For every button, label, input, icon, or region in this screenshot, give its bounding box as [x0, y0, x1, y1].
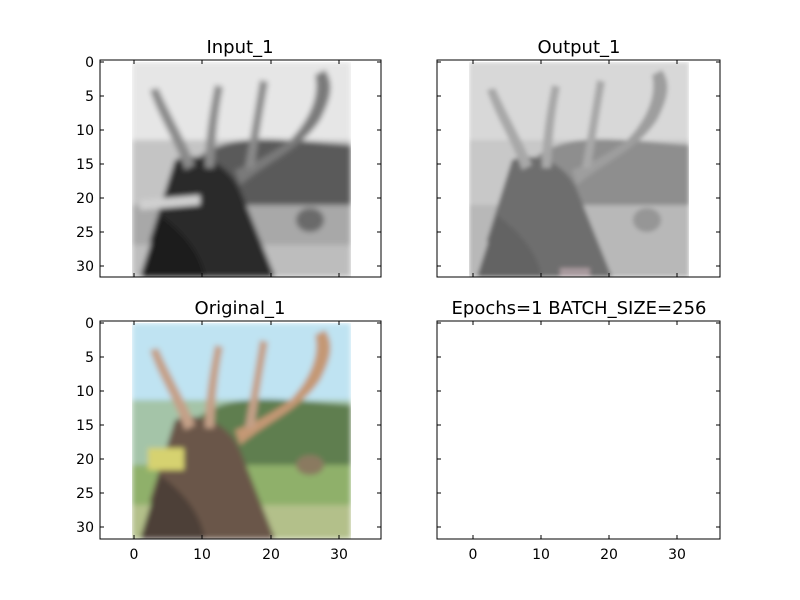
x-tick-label: 10: [532, 547, 550, 563]
x-tick-label: 0: [469, 547, 478, 563]
subplot-title: Output_1: [538, 37, 621, 58]
axes-frame: [99, 320, 382, 540]
deer-image-grayscale: [132, 62, 351, 277]
y-tick-label: 20: [76, 452, 94, 468]
subplot-input: 0 5 10 15 20 25 30 Input_1: [76, 37, 382, 278]
y-tick-label: 5: [85, 350, 94, 366]
axes-frame: [436, 320, 721, 540]
y-ticks: [100, 61, 381, 267]
x-ticks: [133, 321, 340, 539]
x-tick-label: 10: [193, 547, 211, 563]
y-tick-label: 30: [76, 520, 94, 536]
deer-image-output: [469, 62, 689, 277]
x-ticks: [472, 321, 678, 539]
y-tick-label: 15: [76, 418, 94, 434]
y-tick-label: 25: [76, 486, 94, 502]
y-tick-label: 0: [85, 316, 94, 332]
y-tick-label: 20: [76, 191, 94, 207]
x-tick-label: 30: [668, 547, 686, 563]
deer-image-color: [132, 323, 351, 539]
subplot-title: Original_1: [195, 298, 286, 319]
y-ticks: [437, 322, 720, 528]
y-tick-labels: 0 5 10 15 20 25 30: [76, 55, 94, 275]
y-tick-label: 5: [85, 89, 94, 105]
y-tick-label: 30: [76, 259, 94, 275]
axes-frame: [99, 59, 382, 278]
subplot-title: Input_1: [206, 37, 273, 58]
y-tick-label: 25: [76, 225, 94, 241]
x-tick-label: 0: [130, 547, 139, 563]
x-tick-labels: 0 10 20 30: [469, 547, 686, 563]
axes-frame: [436, 59, 721, 278]
y-tick-label: 10: [76, 123, 94, 139]
y-ticks: [100, 322, 381, 528]
y-ticks: [437, 61, 720, 267]
x-ticks: [472, 60, 678, 277]
x-tick-label: 30: [330, 547, 348, 563]
subplot-output: Output_1: [436, 37, 721, 278]
subplot-info: 0 10 20 30 Epochs=1 BATCH_SIZE=256: [436, 298, 721, 563]
x-tick-labels: 0 10 20 30: [130, 547, 348, 563]
x-ticks: [133, 60, 340, 277]
subplot-title: Epochs=1 BATCH_SIZE=256: [452, 298, 707, 319]
y-tick-label: 0: [85, 55, 94, 71]
x-tick-label: 20: [262, 547, 280, 563]
subplot-original: 0 5 10 15 20 25 30 0 10 20 30 Original_1: [76, 298, 382, 563]
x-tick-label: 20: [600, 547, 618, 563]
y-tick-labels: 0 5 10 15 20 25 30: [76, 316, 94, 536]
y-tick-label: 15: [76, 157, 94, 173]
y-tick-label: 10: [76, 384, 94, 400]
